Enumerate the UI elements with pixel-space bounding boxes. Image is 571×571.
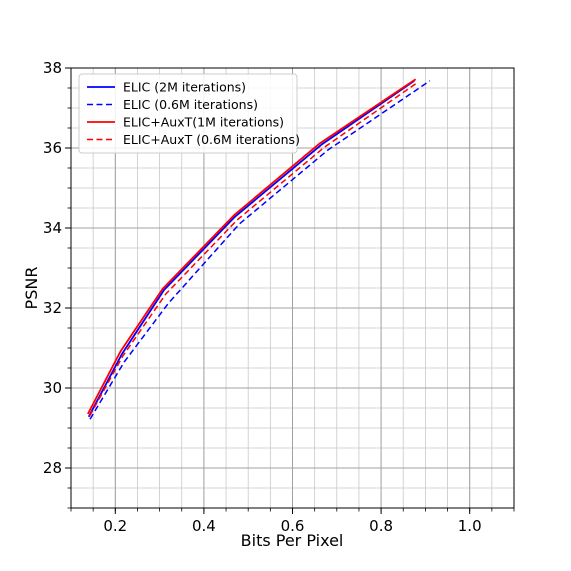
legend-label-3: ELIC+AuxT(1M iterations) [123,115,284,130]
legend-label-2: ELIC (0.6M iterations) [123,97,258,112]
y-tick-label: 30 [43,379,62,397]
series-layer [87,78,431,420]
y-tick-label: 36 [43,139,62,157]
legend-entries: ELIC (2M iterations) ELIC (0.6M iteration… [87,80,300,147]
y-tick-label: 28 [43,459,62,477]
y-axis-label: PSNR [22,267,41,310]
ticks-layer [65,67,515,514]
series-line-3 [87,78,417,415]
series-line-2 [89,80,431,420]
y-tick-label: 34 [43,219,62,237]
x-tick-label: 0.2 [103,517,127,535]
x-tick-label: 1.0 [458,517,482,535]
legend-label-1: ELIC (2M iterations) [123,80,246,95]
x-tick-label: 0.4 [192,517,216,535]
y-tick-label: 38 [43,59,62,77]
x-tick-label: 0.6 [281,517,305,535]
x-axis-label: Bits Per Pixel [241,531,344,550]
legend-label-4: ELIC+AuxT (0.6M iterations) [123,132,300,147]
legend-box [78,73,298,154]
x-tick-label: 0.8 [369,517,393,535]
y-tick-label: 32 [43,299,62,317]
series-line-1 [87,80,415,418]
series-line-4 [88,82,417,417]
legend: ELIC (2M iterations) ELIC (0.6M iteration… [78,73,300,154]
tick-labels-layer: 0.2 0.4 0.6 0.8 1.0 28 30 32 34 36 38 [43,59,482,535]
